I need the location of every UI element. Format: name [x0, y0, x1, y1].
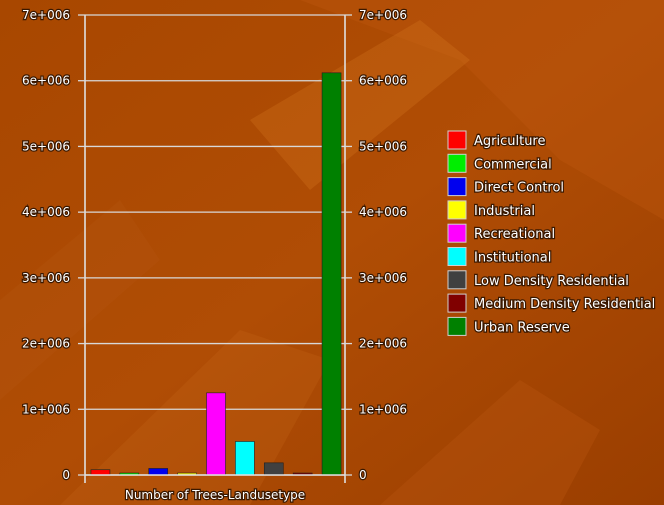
bar-low-density-residential: [263, 462, 284, 476]
y-tick-label-left: 0: [62, 468, 70, 482]
y-tick-label-right: 5e+006: [359, 139, 407, 153]
axes-layer: [84, 15, 346, 483]
legend-label-industrial: Industrial: [474, 204, 535, 219]
y-tick-label-left: 1e+006: [22, 402, 70, 416]
y-tick-label-left: 3e+006: [22, 271, 70, 285]
legend-label-low-density-residential: Low Density Residential: [474, 274, 629, 289]
bar-recreational: [206, 392, 226, 476]
y-tick-label-right: 1e+006: [359, 402, 407, 416]
y-tick-label-right: 6e+006: [359, 74, 407, 88]
legend-swatch-medium-density-residential: [447, 293, 467, 313]
legend-swatch-industrial: [447, 200, 467, 220]
legend: Agriculture Commercial Direct Control Indus…: [447, 130, 656, 337]
legend-label-commercial: Commercial: [474, 157, 552, 172]
legend-label-recreational: Recreational: [474, 227, 555, 242]
y-tick-label-right: 4e+006: [359, 205, 407, 219]
legend-swatch-institutional: [447, 247, 467, 266]
legend-swatch-low-density-residential: [447, 270, 467, 290]
legend-swatch-recreational: [447, 223, 467, 243]
y-tick-label-right: 2e+006: [359, 337, 407, 351]
legend-label-agriculture: Agriculture: [474, 134, 546, 149]
y-tick-label-left: 6e+006: [22, 74, 70, 88]
y-tick-label-right: 7e+006: [359, 8, 407, 22]
legend-label-direct-control: Direct Control: [474, 181, 564, 196]
y-tick-label-left: 2e+006: [22, 337, 70, 351]
legend-label-urban-reserve: Urban Reserve: [474, 320, 570, 335]
legend-swatch-urban-reserve: [447, 316, 467, 336]
y-tick-label-left: 4e+006: [22, 205, 70, 219]
legend-swatch-commercial: [447, 153, 467, 173]
y-tick-label-left: 5e+006: [22, 139, 70, 153]
x-axis-label: Number of Trees-Landusetype: [125, 488, 305, 502]
ticks-layer: 0 0 1e+006 1e+006 2e+006 2e+006 3e+006 3e+006 4e…: [21, 7, 408, 483]
legend-swatch-direct-control: [447, 177, 467, 197]
legend-swatch-agriculture: [447, 130, 467, 150]
y-tick-label-right: 0: [359, 468, 367, 482]
bar-urban-reserve: [321, 72, 342, 476]
legend-label-medium-density-residential: Medium Density Residential: [474, 297, 655, 312]
legend-label-institutional: Institutional: [474, 251, 551, 266]
bar-direct-control: [148, 468, 169, 476]
y-tick-label-left: 7e+006: [22, 8, 70, 22]
bar-institutional: [235, 441, 255, 476]
y-tick-label-right: 3e+006: [359, 271, 407, 285]
